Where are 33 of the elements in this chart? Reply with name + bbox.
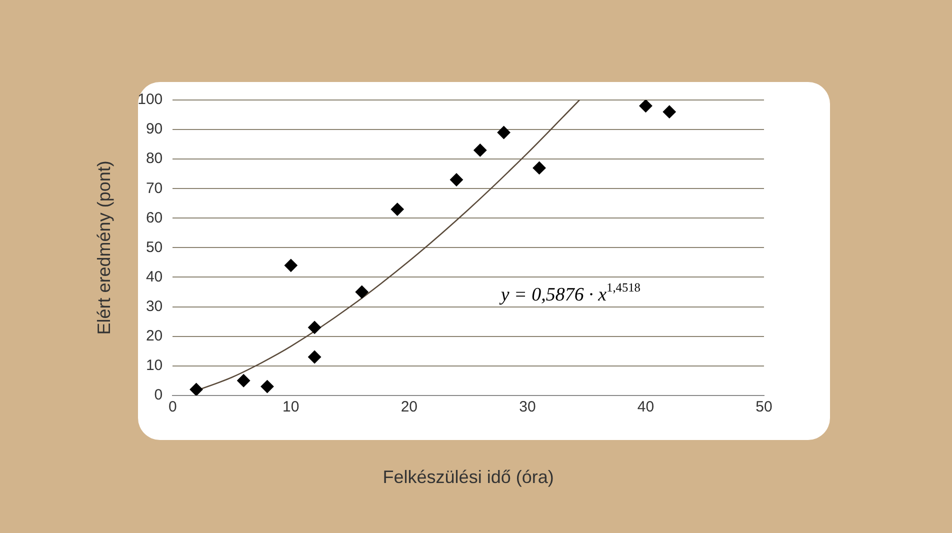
point: [308, 320, 322, 334]
x-tick-label: 50: [756, 398, 772, 416]
y-axis-title: Elért eredmény (pont): [94, 160, 114, 335]
point: [355, 286, 368, 299]
point: [390, 202, 404, 216]
y-tick-label: 100: [138, 91, 163, 108]
y-tick-label: 10: [146, 357, 163, 374]
y-tick-label: 90: [146, 120, 163, 138]
point: [497, 126, 510, 139]
y-tick-label: 70: [146, 180, 163, 197]
point: [450, 173, 463, 186]
y-tick-label: 60: [146, 209, 163, 226]
x-tick-label: 40: [637, 398, 654, 416]
point: [260, 380, 274, 394]
point: [662, 105, 676, 118]
point: [474, 144, 487, 157]
point: [284, 258, 298, 272]
x-tick-label: 10: [282, 398, 300, 416]
x-tick-label: 30: [519, 398, 536, 416]
y-tick-label: 20: [146, 327, 163, 344]
x-tick-label: 20: [400, 398, 418, 416]
y-tick-label: 80: [146, 150, 163, 168]
point: [308, 350, 322, 364]
point: [532, 161, 546, 174]
y-tick-label: 0: [154, 386, 163, 404]
point: [190, 382, 203, 396]
point: [237, 374, 250, 388]
x-axis-title: Felkészülési idő (óra): [382, 467, 554, 488]
y-tick-label: 50: [146, 238, 163, 256]
y-tick-label: 40: [146, 268, 163, 286]
y-tick-label: 30: [146, 298, 163, 315]
point: [639, 100, 652, 112]
x-tick-label: 0: [168, 398, 177, 416]
